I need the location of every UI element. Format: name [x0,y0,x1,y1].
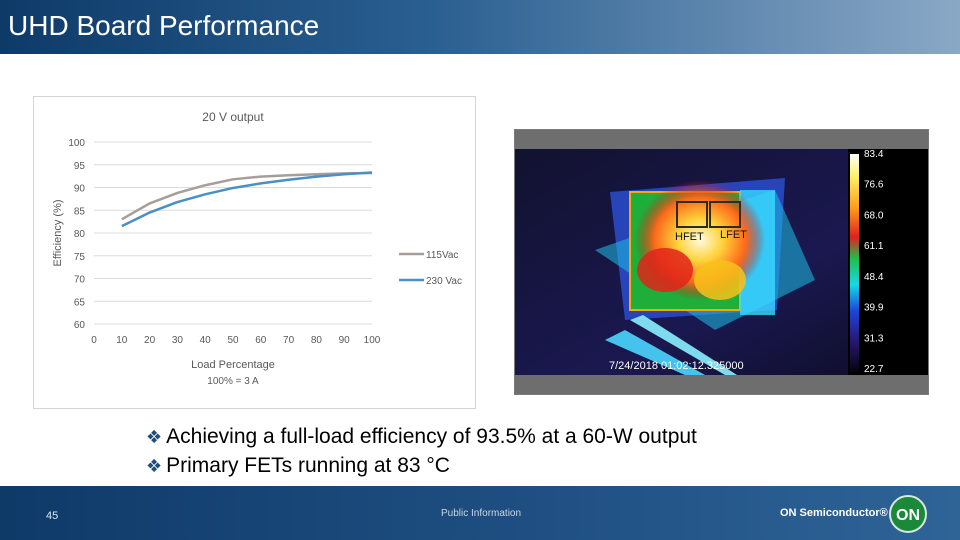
y-tick-label: 90 [74,184,86,195]
thermal-timestamp: 7/24/2018 01:02:12.325000 [609,360,744,372]
classification-label: Public Information [441,508,522,519]
lfet-box [709,201,741,228]
x-axis-label: Load Percentage [191,359,275,371]
chart-title: 20 V output [202,110,264,124]
y-tick-label: 85 [74,206,86,217]
series-line [121,171,373,228]
y-tick-label: 70 [74,275,86,286]
thermal-image: HFET LFET 7/24/2018 01:02:12.325000 83.4… [514,129,929,395]
scale-value-label: 83.4 [864,149,884,160]
efficiency-chart-svg: 60 65 70 75 80 85 90 95 100 0 10 20 30 40 50 60 70 80 90 10… [52,110,462,387]
bullet-item: ❖ Achieving a full-load efficiency of 93.… [146,422,697,451]
x-tick-label: 50 [227,335,239,346]
footer-bar: 45 Public Information ON Semiconductor® … [0,486,960,540]
scale-value-label: 76.6 [864,180,884,191]
y-tick-label: 80 [74,229,86,240]
scale-value-label: 48.4 [864,272,884,283]
slide-title: UHD Board Performance [8,10,320,41]
brand-name: ON Semiconductor® [780,507,888,519]
hfet-box [676,201,708,228]
legend-label: 230 Vac [426,276,462,287]
page-number: 45 [46,510,59,522]
thermal-image-svg: HFET LFET 7/24/2018 01:02:12.325000 83.4… [515,149,928,375]
y-tick-label: 65 [74,297,86,308]
y-tick-label: 95 [74,161,86,172]
bullet-text: Achieving a full-load efficiency of 93.5… [166,425,697,448]
x-tick-label: 20 [144,335,156,346]
x-tick-label: 80 [311,335,323,346]
legend-label: 115Vac [426,250,458,261]
x-tick-label: 40 [200,335,212,346]
logo-text: ON [896,507,920,524]
y-tick-label: 60 [74,320,86,331]
color-scale-bar [850,154,859,372]
scale-value-label: 31.3 [864,333,884,344]
y-tick-label: 100 [68,138,85,149]
x-tick-label: 90 [339,335,351,346]
bullet-item: ❖ Primary FETs running at 83 °C [146,451,697,480]
x-tick-label: 100 [364,335,381,346]
scale-value-label: 61.1 [864,241,884,252]
x-axis-note: 100% = 3 A [207,376,259,387]
color-scale-labels: 83.4 76.6 68.0 61.1 48.4 39.9 31.3 22.7 [864,149,884,375]
x-tick-label: 0 [91,335,97,346]
hfet-label: HFET [675,231,704,243]
y-tick-label: 75 [74,252,86,263]
efficiency-chart: 60 65 70 75 80 85 90 95 100 0 10 20 30 40 50 60 70 80 90 10… [33,96,476,409]
bullet-marker: ❖ [146,456,163,477]
title-bar: UHD Board Performance [0,0,960,54]
scale-panel [848,149,928,375]
x-tick-label: 30 [172,335,184,346]
y-axis-label: Efficiency (%) [52,199,64,266]
scale-value-label: 39.9 [864,303,884,314]
x-tick-label: 10 [116,335,128,346]
lfet-label: LFET [720,229,747,241]
series-line [121,171,373,221]
x-tick-label: 70 [283,335,295,346]
bullet-list: ❖ Achieving a full-load efficiency of 93.… [146,422,697,480]
bullet-marker: ❖ [146,427,163,448]
on-semi-logo: ON [889,495,927,533]
x-tick-label: 60 [255,335,267,346]
scale-value-label: 22.7 [864,364,884,375]
bullet-text: Primary FETs running at 83 °C [166,454,450,477]
scale-value-label: 68.0 [864,210,884,221]
